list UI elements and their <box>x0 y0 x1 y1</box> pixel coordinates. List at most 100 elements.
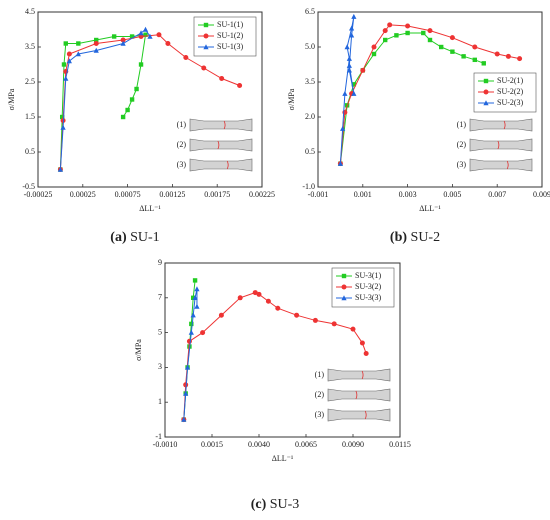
x-tick-label: 0.0115 <box>389 440 411 449</box>
crack <box>217 140 220 150</box>
marker <box>427 37 433 43</box>
marker <box>93 47 99 53</box>
marker <box>125 107 130 113</box>
marker <box>134 86 139 92</box>
y-tick-label: 9 <box>158 258 162 267</box>
marker <box>129 34 135 39</box>
specimen <box>469 158 533 172</box>
marker <box>186 338 192 344</box>
marker <box>203 33 209 39</box>
marker <box>76 41 81 46</box>
y-tick-label: 2.0 <box>305 112 315 121</box>
marker <box>331 321 337 327</box>
x-tick-label: 0.0090 <box>342 440 364 449</box>
x-tick-label: 0.003 <box>399 190 417 199</box>
marker <box>405 23 411 29</box>
marker <box>184 364 191 370</box>
marker <box>363 350 369 356</box>
marker <box>341 284 347 290</box>
y-tick-label: 5.0 <box>305 42 315 51</box>
x-tick-label: 0.00125 <box>159 190 185 199</box>
marker <box>94 37 99 43</box>
marker <box>344 44 350 50</box>
marker <box>189 321 194 327</box>
inset-label: (3) <box>177 160 187 169</box>
y-tick-label: 3.5 <box>25 42 35 51</box>
marker <box>405 30 410 36</box>
legend-label: SU-3(1) <box>355 271 382 280</box>
marker <box>294 312 300 318</box>
marker <box>192 278 198 283</box>
marker <box>349 25 355 31</box>
legend-label: SU-1(2) <box>217 31 244 40</box>
marker <box>60 124 66 130</box>
marker <box>129 97 135 102</box>
marker <box>143 32 148 37</box>
y-tick-label: -0.5 <box>22 182 35 191</box>
marker <box>483 78 489 84</box>
x-tick-label: 0.0015 <box>201 440 223 449</box>
marker <box>63 75 69 81</box>
marker <box>120 114 126 120</box>
y-tick-label: 6.5 <box>305 7 315 16</box>
y-tick-label: 3.5 <box>305 77 315 86</box>
crack <box>503 120 506 130</box>
marker <box>188 329 194 335</box>
caption: (a) SU-1 <box>110 230 159 245</box>
marker <box>483 100 489 106</box>
marker <box>156 32 162 38</box>
y-tick-label: 5 <box>158 327 162 336</box>
specimen <box>327 368 391 382</box>
marker <box>483 89 489 95</box>
marker <box>183 55 189 60</box>
crack <box>361 370 364 380</box>
marker <box>194 303 200 309</box>
marker <box>359 340 365 346</box>
crack <box>364 410 367 420</box>
marker <box>138 62 144 67</box>
marker <box>252 290 258 296</box>
legend-label: SU-3(3) <box>355 293 382 302</box>
inset-label: (2) <box>177 140 187 149</box>
crack <box>226 160 229 170</box>
x-tick-label: 0.001 <box>354 190 372 199</box>
y-tick-label: 0.5 <box>25 147 35 156</box>
marker <box>203 44 209 50</box>
legend-label: SU-1(1) <box>217 20 244 29</box>
x-tick-label: -0.001 <box>308 190 329 199</box>
marker <box>120 37 126 43</box>
x-tick-label: 0.00225 <box>249 190 275 199</box>
inset-label: (2) <box>457 140 467 149</box>
y-tick-label: -1.0 <box>302 182 315 191</box>
marker <box>265 298 271 304</box>
marker <box>346 55 352 61</box>
marker <box>351 13 357 19</box>
marker <box>111 34 117 39</box>
marker <box>472 44 478 50</box>
marker <box>439 44 444 50</box>
y-tick-label: 7 <box>158 293 162 302</box>
marker <box>275 305 281 311</box>
marker <box>59 114 65 120</box>
marker <box>505 53 511 59</box>
plot-frame <box>317 11 543 188</box>
legend-label: SU-2(3) <box>497 98 524 107</box>
y-tick-label: 0.5 <box>305 147 315 156</box>
marker <box>351 90 357 96</box>
marker <box>192 295 198 300</box>
specimen <box>469 138 533 152</box>
marker <box>142 26 149 32</box>
caption-text: SU-1 <box>130 230 160 245</box>
x-tick-label: 0.009 <box>533 190 550 199</box>
x-axis-label: ΔLL⁻¹ <box>139 204 161 213</box>
marker <box>93 41 99 46</box>
plot-frame <box>164 262 401 438</box>
caption-tag: (c) <box>251 497 267 512</box>
marker <box>256 291 262 297</box>
specimen <box>189 138 253 152</box>
marker <box>481 61 486 66</box>
caption-text: SU-3 <box>270 497 300 512</box>
x-tick-label: 0.00075 <box>115 190 141 199</box>
marker <box>349 32 355 38</box>
